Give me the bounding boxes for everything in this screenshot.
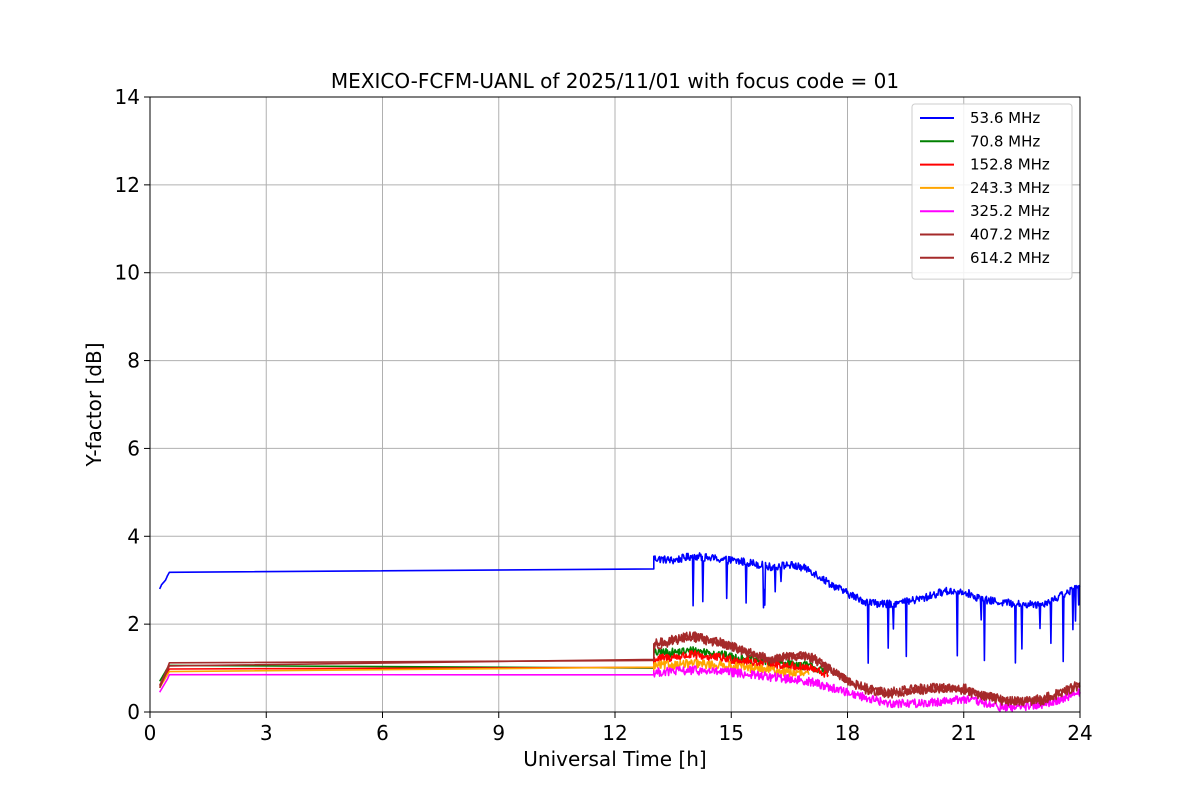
series-line-4 xyxy=(158,665,1081,713)
x-tick-label: 0 xyxy=(144,721,157,745)
y-tick-label: 4 xyxy=(127,524,140,548)
legend-label: 614.2 MHz xyxy=(970,249,1050,267)
series-line-5 xyxy=(158,632,1081,707)
y-tick-label: 2 xyxy=(127,612,140,636)
series-line-6 xyxy=(158,631,1081,707)
x-tick-label: 6 xyxy=(376,721,389,745)
y-tick-label: 10 xyxy=(115,261,140,285)
x-axis-label: Universal Time [h] xyxy=(523,747,706,771)
x-tick-label: 3 xyxy=(260,721,273,745)
x-tick-label: 12 xyxy=(602,721,627,745)
legend-label: 407.2 MHz xyxy=(970,226,1050,244)
legend-label: 53.6 MHz xyxy=(970,109,1040,127)
legend-label: 70.8 MHz xyxy=(970,132,1040,150)
y-tick-label: 6 xyxy=(127,436,140,460)
x-tick-label: 9 xyxy=(492,721,505,745)
legend-label: 243.3 MHz xyxy=(970,179,1050,197)
y-axis-label: Y-factor [dB] xyxy=(82,342,106,467)
series-line-0 xyxy=(158,552,1081,664)
x-tick-label: 24 xyxy=(1067,721,1092,745)
y-tick-label: 8 xyxy=(127,349,140,373)
x-tick-label: 18 xyxy=(835,721,860,745)
legend-label: 325.2 MHz xyxy=(970,202,1050,220)
y-tick-label: 14 xyxy=(115,85,140,109)
legend-label: 152.8 MHz xyxy=(970,156,1050,174)
y-tick-label: 0 xyxy=(127,700,140,724)
x-tick-label: 15 xyxy=(719,721,744,745)
y-tick-label: 12 xyxy=(115,173,140,197)
x-tick-label: 21 xyxy=(951,721,976,745)
chart-title: MEXICO-FCFM-UANL of 2025/11/01 with focu… xyxy=(331,69,899,93)
legend: 53.6 MHz 70.8 MHz 152.8 MHz 243.3 MHz 325.2… xyxy=(911,103,1073,280)
series-layer xyxy=(158,552,1081,713)
